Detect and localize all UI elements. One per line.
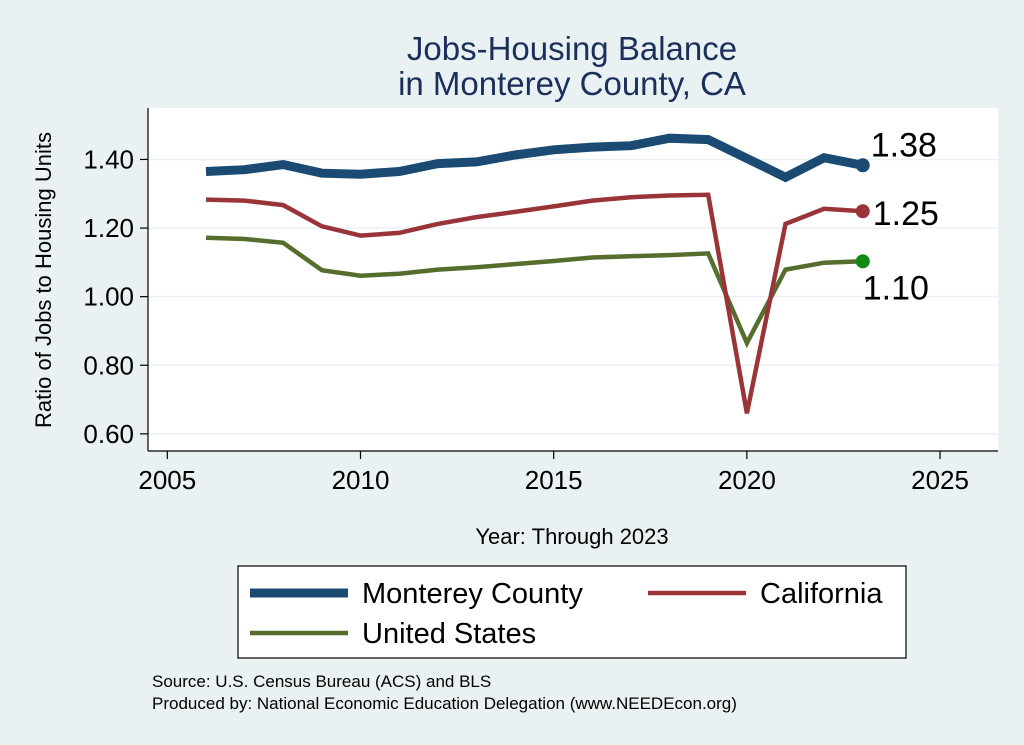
x-axis-title: Year: Through 2023 [475,524,668,549]
chart-title-line-1: Jobs-Housing Balance [407,30,737,67]
legend-label-united-states: United States [362,618,536,650]
y-axis-title: Ratio of Jobs to Housing Units [31,132,56,428]
end-marker-monterey-county [855,158,870,173]
end-label-monterey-county: 1.38 [871,126,937,164]
series-line-monterey-county [205,133,864,183]
x-tick-label: 2025 [911,465,969,495]
end-marker-california [855,204,870,219]
end-label-california: 1.25 [873,195,939,233]
end-label-united-states: 1.10 [863,269,929,307]
y-tick-label: 1.00 [83,282,134,312]
x-tick-label: 2020 [718,465,776,495]
legend: Monterey County California United States [250,578,883,650]
x-tick-label: 2015 [525,465,583,495]
y-ticks: 0.60 0.80 1.00 1.20 1.40 [83,144,148,449]
legend-label-monterey-county: Monterey County [362,578,583,610]
x-tick-label: 2005 [138,465,196,495]
end-marker-united-states [855,254,870,269]
y-tick-label: 1.40 [83,144,134,174]
chart-title-line-2: in Monterey County, CA [398,65,746,102]
end-labels: 1.38 1.25 1.10 [863,126,939,307]
y-tick-label: 0.80 [83,350,134,380]
series-line-california [205,192,863,414]
x-ticks: 2005 2010 2015 2020 2025 [138,451,969,495]
y-tick-label: 1.20 [83,213,134,243]
legend-label-california: California [760,578,883,610]
producer-note: Produced by: National Economic Education… [152,694,737,713]
series-line-united-states [205,235,863,349]
y-tick-label: 0.60 [83,419,134,449]
legend-box [237,565,907,659]
gridlines [148,158,998,435]
end-markers [855,158,870,269]
series-lines [205,133,864,414]
x-tick-label: 2010 [332,465,390,495]
source-note: Source: U.S. Census Bureau (ACS) and BLS [152,672,491,691]
